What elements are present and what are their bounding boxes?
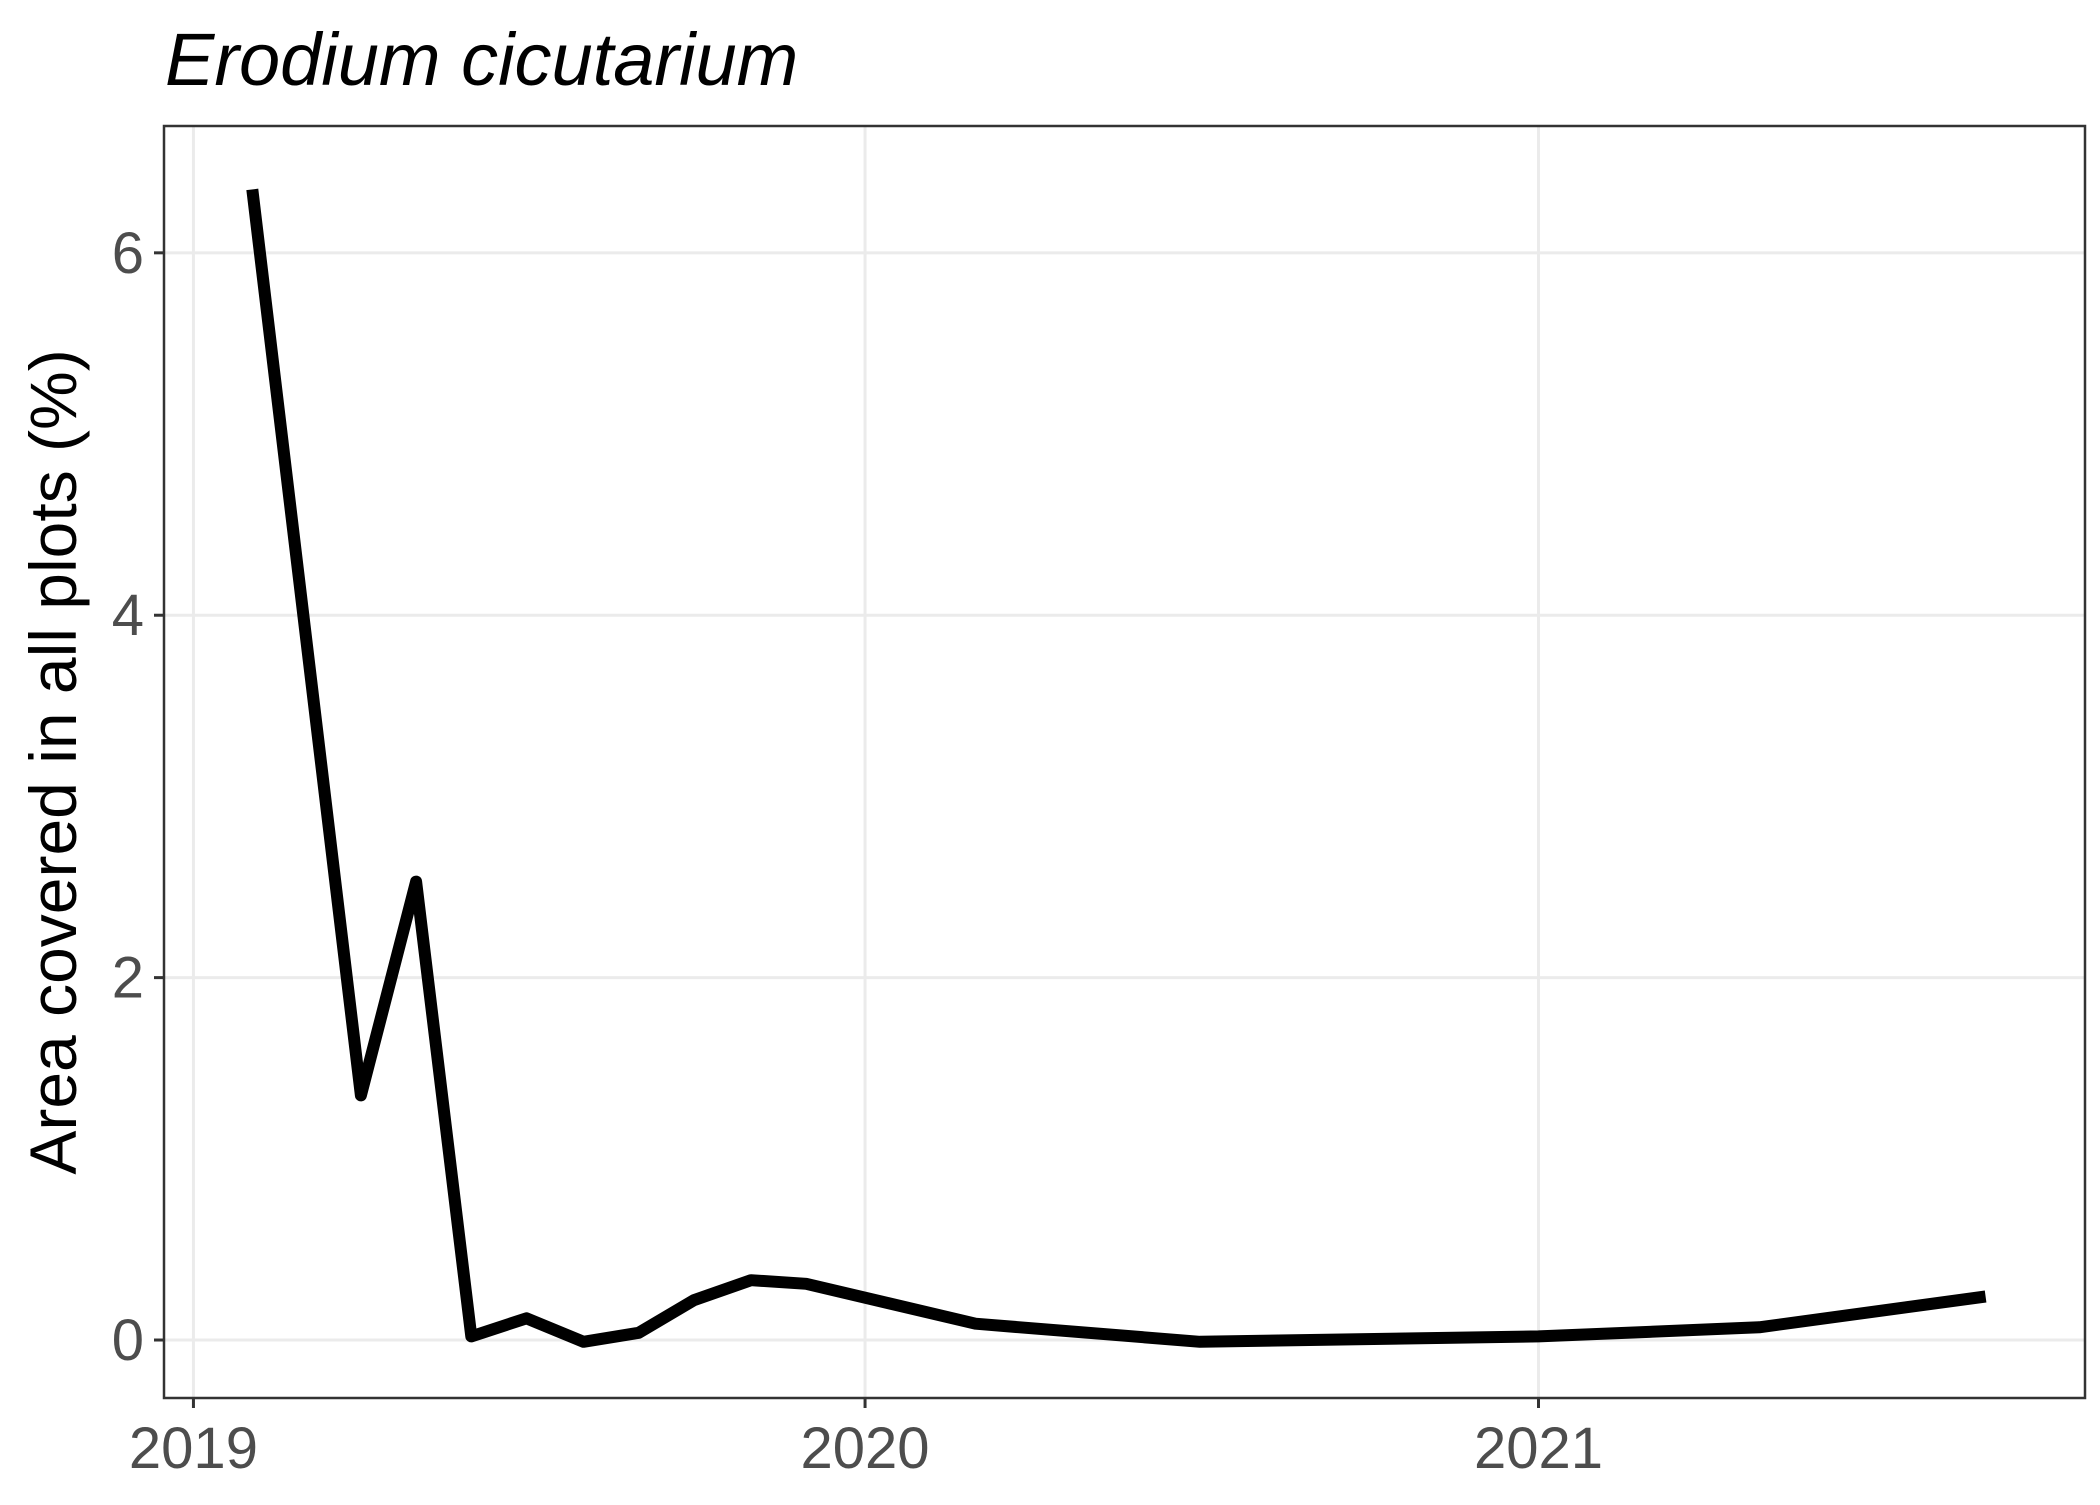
- x-tick-label: 2021: [1474, 1416, 1603, 1481]
- y-axis-label: Area covered in all plots (%): [16, 349, 90, 1174]
- grid-layer: [164, 126, 2085, 1398]
- y-tick-label: 2: [112, 946, 144, 1011]
- x-tick-label: 2019: [129, 1416, 258, 1481]
- y-tick-label: 4: [112, 583, 144, 648]
- chart-title: Erodium cicutarium: [165, 18, 798, 101]
- tick-layer: 0 2 4 6 2019 2020 2021: [112, 221, 1603, 1481]
- series-layer: [246, 188, 1987, 1348]
- x-tick-label: 2020: [801, 1416, 930, 1481]
- y-tick-label: 6: [112, 221, 144, 286]
- series-line: [246, 188, 1987, 1348]
- panel-border: [162, 124, 2087, 1400]
- y-tick-label: 0: [112, 1308, 144, 1373]
